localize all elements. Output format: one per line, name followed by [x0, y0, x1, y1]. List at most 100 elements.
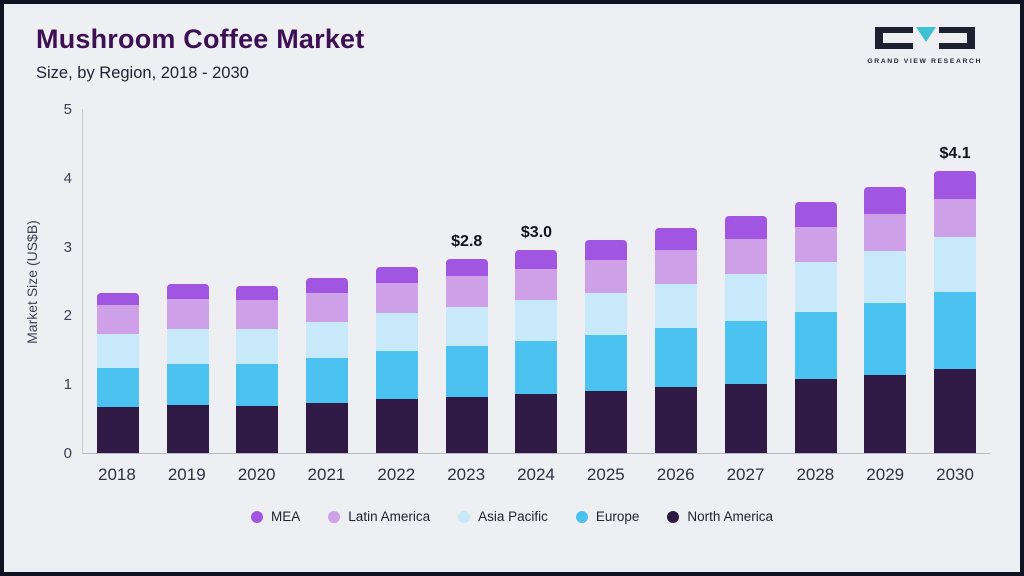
bar-segment-asia-pacific	[96, 334, 139, 368]
legend-label: Asia Pacific	[478, 509, 548, 524]
bar-column	[641, 109, 711, 453]
x-axis-label: 2030	[936, 465, 974, 484]
bar-segment-north-america	[794, 379, 837, 453]
bar-segment-asia-pacific	[306, 322, 349, 359]
bar-segment-asia-pacific	[794, 262, 837, 312]
bar-segment-mea	[96, 292, 139, 306]
legend-label: Latin America	[348, 509, 431, 524]
bar-segment-mea	[585, 239, 628, 260]
legend-item-asia-pacific: Asia Pacific	[458, 509, 548, 524]
bar-column	[83, 109, 153, 453]
bar-segment-asia-pacific	[655, 283, 697, 328]
legend-dot-mea	[251, 510, 264, 523]
bar-segment-north-america	[515, 393, 558, 453]
bar-segment-europe	[96, 367, 139, 407]
legend-dot-north-america	[667, 510, 680, 523]
bar-segment-asia-pacific	[445, 307, 488, 347]
title-block: Mushroom Coffee Market Size, by Region, …	[36, 24, 364, 83]
stacked-bar	[724, 215, 767, 453]
bar-segment-mea	[375, 267, 418, 284]
bar-segment-mea	[724, 215, 767, 240]
x-axis-label: 2026	[656, 465, 695, 484]
bar-column: $2.8	[432, 109, 502, 453]
grand-view-research-logo: GRAND VIEW RESEARCH	[867, 26, 982, 65]
bar-segment-mea	[934, 170, 977, 200]
logo-mark-icon	[874, 27, 975, 49]
bar-segment-latin-america	[864, 214, 907, 251]
chart-legend: MEA Latin America Asia Pacific Europe North …	[4, 509, 1020, 524]
legend-item-europe: Europe	[575, 509, 639, 524]
bar-segment-latin-america	[724, 239, 767, 275]
bar-segment-asia-pacific	[934, 237, 977, 293]
y-axis-title-text: Market Size (US$B)	[24, 219, 40, 344]
bar-column: $3.0	[502, 109, 572, 453]
stacked-bar	[96, 292, 139, 453]
value-annotation: $4.1	[939, 144, 971, 162]
value-annotation: $3.0	[520, 224, 553, 242]
stacked-bar	[375, 267, 418, 453]
stacked-bar	[515, 250, 558, 453]
stacked-bar	[306, 277, 349, 453]
bar-segment-europe	[166, 363, 209, 405]
bar-column: $4.1	[920, 109, 990, 453]
chart-area: Market Size (US$B) 0 1 2 3 4 5 $2.8 $3.0 $4.1 2…	[4, 83, 1020, 485]
bar-segment-europe	[585, 335, 628, 392]
x-axis-label: 2029	[866, 465, 905, 484]
y-axis-ticks: 0 1 2 3 4 5	[44, 101, 82, 462]
bar-segment-mea	[794, 201, 837, 227]
y-tick-label: 1	[63, 376, 72, 394]
bar-segment-europe	[794, 311, 837, 380]
legend-label: MEA	[271, 509, 301, 524]
bar-segment-asia-pacific	[375, 313, 418, 352]
x-axis-labels: 2018 2019 2020 2021 2022 2023 2024 2025 2026 2027…	[82, 465, 990, 485]
bar-segment-asia-pacific	[864, 250, 907, 304]
x-axis-label: 2027	[726, 465, 765, 484]
bar-segment-latin-america	[306, 292, 349, 323]
x-axis-label: 2025	[586, 465, 625, 484]
header: Mushroom Coffee Market Size, by Region, …	[4, 4, 1020, 83]
stacked-bar	[585, 239, 628, 453]
bar-segment-north-america	[445, 396, 488, 453]
bar-segment-north-america	[236, 405, 279, 453]
bar-segment-asia-pacific	[166, 328, 209, 364]
x-axis-label: 2021	[307, 465, 346, 484]
bar-segment-latin-america	[96, 305, 139, 334]
bar-segment-europe	[375, 351, 418, 400]
y-axis-title: Market Size (US$B)	[20, 109, 44, 454]
bar-segment-mea	[306, 277, 349, 293]
stacked-bar	[934, 170, 977, 453]
bar-column	[850, 109, 920, 453]
y-tick-label: 2	[63, 307, 72, 325]
bar-segment-asia-pacific	[724, 274, 767, 321]
legend-dot-europe	[575, 510, 588, 523]
bar-segment-north-america	[166, 404, 209, 453]
bar-segment-europe	[655, 327, 697, 387]
legend-item-latin-america: Latin America	[328, 509, 430, 524]
plot-area: $2.8 $3.0 $4.1	[82, 109, 990, 454]
y-tick-label: 4	[63, 169, 72, 187]
bar-segment-latin-america	[655, 250, 697, 284]
bar-column	[571, 109, 641, 453]
bar-segment-europe	[236, 363, 279, 406]
x-axis-label: 2019	[167, 465, 206, 484]
bar-segment-north-america	[655, 386, 697, 453]
bar-segment-north-america	[724, 383, 767, 453]
y-tick-label: 3	[63, 238, 72, 256]
bar-segment-europe	[864, 303, 907, 376]
bar-segment-mea	[445, 259, 488, 277]
bar-column	[362, 109, 432, 453]
bar-segment-asia-pacific	[585, 292, 628, 336]
bar-segment-north-america	[375, 399, 418, 453]
bar-segment-latin-america	[166, 298, 209, 329]
legend-dot-asia-pacific	[458, 510, 471, 523]
bar-segment-mea	[515, 250, 558, 269]
stacked-bar	[166, 284, 209, 453]
stacked-bar	[864, 186, 907, 453]
bar-segment-europe	[515, 340, 558, 394]
bar-segment-asia-pacific	[236, 329, 279, 364]
bar-segment-europe	[724, 320, 767, 384]
bar-segment-north-america	[306, 402, 349, 453]
bar-segment-europe	[445, 346, 488, 397]
page-title: Mushroom Coffee Market	[36, 24, 365, 54]
